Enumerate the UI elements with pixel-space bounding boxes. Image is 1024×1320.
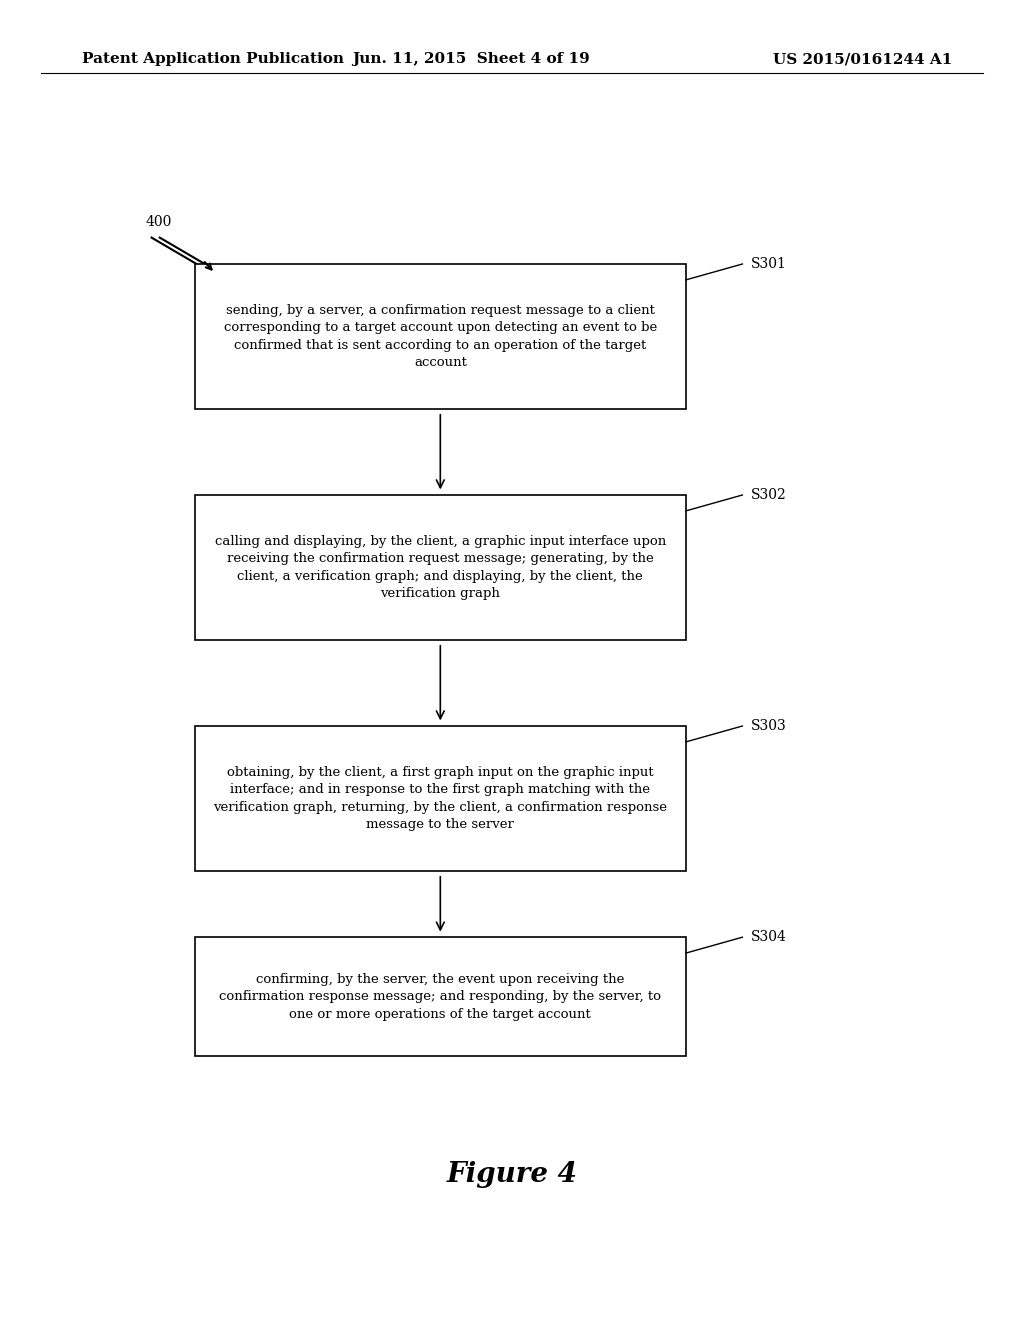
Text: 400: 400 xyxy=(145,215,172,228)
Text: calling and displaying, by the client, a graphic input interface upon
receiving : calling and displaying, by the client, a… xyxy=(215,535,666,601)
FancyBboxPatch shape xyxy=(195,937,686,1056)
Text: S302: S302 xyxy=(751,488,786,502)
FancyBboxPatch shape xyxy=(195,495,686,640)
Text: S303: S303 xyxy=(751,719,786,733)
Text: Jun. 11, 2015  Sheet 4 of 19: Jun. 11, 2015 Sheet 4 of 19 xyxy=(352,53,590,66)
Text: S301: S301 xyxy=(751,257,786,271)
Text: Figure 4: Figure 4 xyxy=(446,1162,578,1188)
FancyBboxPatch shape xyxy=(195,264,686,409)
Text: US 2015/0161244 A1: US 2015/0161244 A1 xyxy=(773,53,952,66)
Text: sending, by a server, a confirmation request message to a client
corresponding t: sending, by a server, a confirmation req… xyxy=(223,304,657,370)
FancyBboxPatch shape xyxy=(195,726,686,871)
Text: Patent Application Publication: Patent Application Publication xyxy=(82,53,344,66)
Text: confirming, by the server, the event upon receiving the
confirmation response me: confirming, by the server, the event upo… xyxy=(219,973,662,1020)
Text: obtaining, by the client, a first graph input on the graphic input
interface; an: obtaining, by the client, a first graph … xyxy=(213,766,668,832)
Text: S304: S304 xyxy=(751,931,786,944)
